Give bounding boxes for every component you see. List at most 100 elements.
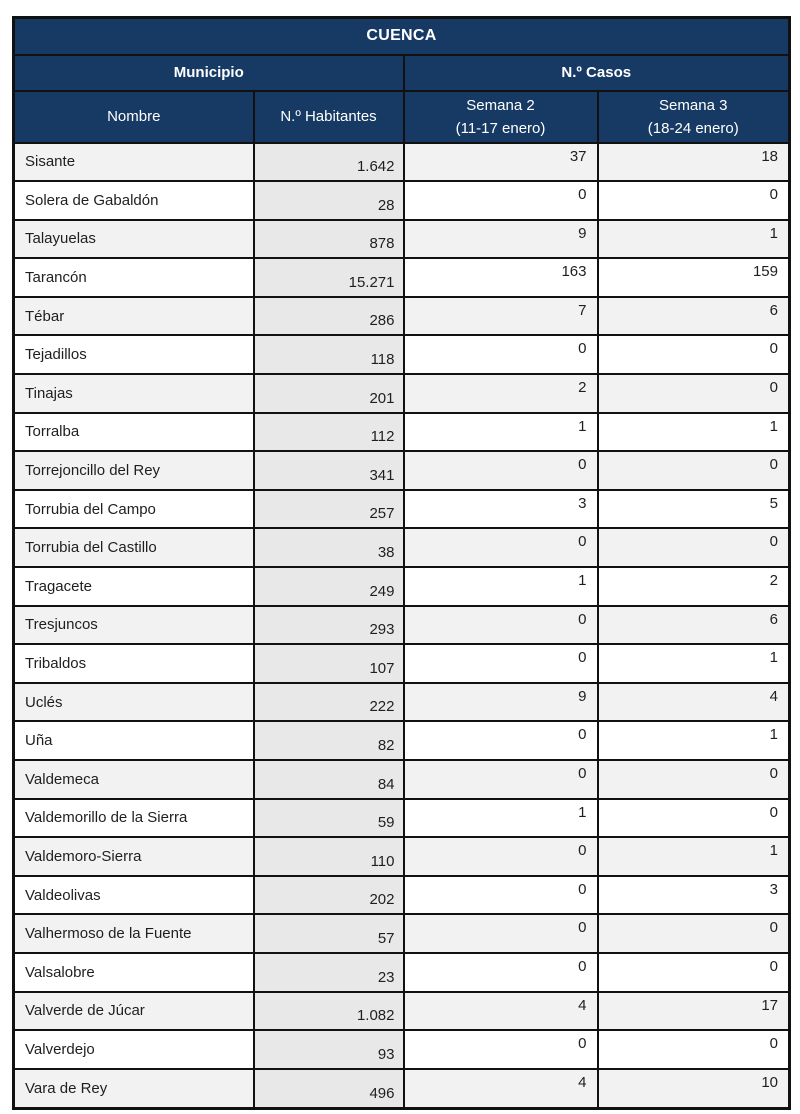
column-header-semana3: Semana 3 (18-24 enero): [596, 89, 791, 144]
semana2-cases-cell: 0: [402, 836, 599, 877]
semana2-cases-cell: 0: [402, 759, 599, 800]
municipality-name-cell: Sisante: [12, 141, 255, 183]
semana2-cases-cell: 4: [402, 990, 599, 1032]
semana3-cases-cell: 1: [596, 643, 791, 684]
semana3-cases-cell: 0: [596, 334, 791, 376]
municipality-name-cell: Tarancón: [12, 257, 255, 298]
column-header-semana2: Semana 2 (11-17 enero): [402, 89, 599, 144]
semana2-cases-cell: 1: [402, 566, 599, 607]
table-row: Tragacete 249 1 2: [12, 566, 791, 607]
habitantes-cell: 57: [252, 913, 405, 954]
table-row: Valdemorillo de la Sierra 59 1 0: [12, 797, 791, 839]
group-header-row: Municipio N.º Casos: [12, 53, 791, 92]
table-row: Valdeolivas 202 0 3: [12, 874, 791, 916]
habitantes-cell: 107: [252, 643, 405, 684]
semana2-cases-cell: 1: [402, 797, 599, 839]
municipality-name-cell: Torrubia del Campo: [12, 488, 255, 530]
table-row: Valdemoro-Sierra 110 0 1: [12, 836, 791, 877]
municipality-name-cell: Valdemeca: [12, 759, 255, 800]
semana2-cases-cell: 4: [402, 1067, 599, 1110]
column-header-habitantes: N.º Habitantes: [252, 89, 405, 144]
habitantes-cell: 15.271: [252, 257, 405, 298]
habitantes-cell: 23: [252, 951, 405, 993]
semana2-cases-cell: 0: [402, 951, 599, 993]
table-row: Tarancón 15.271 163 159: [12, 257, 791, 298]
semana2-cases-cell: 0: [402, 334, 599, 376]
municipality-name-cell: Torralba: [12, 411, 255, 453]
municipality-name-cell: Tinajas: [12, 373, 255, 414]
column-header-semana2-line2: (11-17 enero): [455, 119, 546, 137]
municipality-name-cell: Valsalobre: [12, 951, 255, 993]
habitantes-cell: 286: [252, 295, 405, 337]
semana2-cases-cell: 0: [402, 1029, 599, 1070]
semana3-cases-cell: 4: [596, 681, 791, 723]
table-row: Valhermoso de la Fuente 57 0 0: [12, 913, 791, 954]
habitantes-cell: 878: [252, 218, 405, 260]
municipality-name-cell: Tragacete: [12, 566, 255, 607]
table-row: Tresjuncos 293 0 6: [12, 604, 791, 646]
habitantes-cell: 293: [252, 604, 405, 646]
table-row: Solera de Gabaldón 28 0 0: [12, 180, 791, 221]
habitantes-cell: 82: [252, 720, 405, 761]
semana2-cases-cell: 0: [402, 604, 599, 646]
municipality-name-cell: Tribaldos: [12, 643, 255, 684]
semana2-cases-cell: 2: [402, 373, 599, 414]
table-row: Tébar 286 7 6: [12, 295, 791, 337]
municipality-name-cell: Talayuelas: [12, 218, 255, 260]
habitantes-cell: 59: [252, 797, 405, 839]
municipality-name-cell: Tébar: [12, 295, 255, 337]
table-title: CUENCA: [12, 16, 791, 56]
habitantes-cell: 84: [252, 759, 405, 800]
semana3-cases-cell: 0: [596, 913, 791, 954]
table-row: Sisante 1.642 37 18: [12, 141, 791, 183]
table-body: Sisante 1.642 37 18 Solera de Gabaldón 28 0 0 Ta…: [12, 141, 791, 1110]
column-header-semana3-line1: Semana 3: [659, 96, 728, 114]
municipality-name-cell: Uña: [12, 720, 255, 761]
municipality-name-cell: Torrejoncillo del Rey: [12, 450, 255, 491]
table-row: Valdemeca 84 0 0: [12, 759, 791, 800]
semana3-cases-cell: 0: [596, 180, 791, 221]
semana2-cases-cell: 0: [402, 720, 599, 761]
semana3-cases-cell: 10: [596, 1067, 791, 1110]
semana3-cases-cell: 0: [596, 797, 791, 839]
semana3-cases-cell: 3: [596, 874, 791, 916]
municipality-name-cell: Tejadillos: [12, 334, 255, 376]
table-row: Valverdejo 93 0 0: [12, 1029, 791, 1070]
habitantes-cell: 201: [252, 373, 405, 414]
column-header-semana2-line1: Semana 2: [466, 96, 535, 114]
semana3-cases-cell: 5: [596, 488, 791, 530]
semana3-cases-cell: 6: [596, 295, 791, 337]
semana3-cases-cell: 6: [596, 604, 791, 646]
municipality-name-cell: Uclés: [12, 681, 255, 723]
semana3-cases-cell: 0: [596, 450, 791, 491]
municipality-name-cell: Tresjuncos: [12, 604, 255, 646]
semana3-cases-cell: 1: [596, 411, 791, 453]
municipality-name-cell: Valverdejo: [12, 1029, 255, 1070]
table-row: Torrubia del Campo 257 3 5: [12, 488, 791, 530]
municipality-name-cell: Valdemorillo de la Sierra: [12, 797, 255, 839]
table-row: Talayuelas 878 9 1: [12, 218, 791, 260]
semana2-cases-cell: 163: [402, 257, 599, 298]
semana3-cases-cell: 1: [596, 218, 791, 260]
table-row: Tribaldos 107 0 1: [12, 643, 791, 684]
cases-table: CUENCA Municipio N.º Casos Nombre N.º Ha…: [12, 16, 791, 1110]
table-row: Torrubia del Castillo 38 0 0: [12, 527, 791, 569]
municipality-name-cell: Torrubia del Castillo: [12, 527, 255, 569]
table-row: Uña 82 0 1: [12, 720, 791, 761]
semana3-cases-cell: 0: [596, 1029, 791, 1070]
semana2-cases-cell: 0: [402, 180, 599, 221]
habitantes-cell: 28: [252, 180, 405, 221]
semana3-cases-cell: 0: [596, 527, 791, 569]
table-row: Tejadillos 118 0 0: [12, 334, 791, 376]
habitantes-cell: 118: [252, 334, 405, 376]
habitantes-cell: 93: [252, 1029, 405, 1070]
column-header-nombre: Nombre: [12, 89, 255, 144]
habitantes-cell: 110: [252, 836, 405, 877]
habitantes-cell: 202: [252, 874, 405, 916]
table-row: Tinajas 201 2 0: [12, 373, 791, 414]
semana3-cases-cell: 159: [596, 257, 791, 298]
semana3-cases-cell: 17: [596, 990, 791, 1032]
group-header-municipio: Municipio: [12, 53, 405, 92]
semana2-cases-cell: 0: [402, 874, 599, 916]
